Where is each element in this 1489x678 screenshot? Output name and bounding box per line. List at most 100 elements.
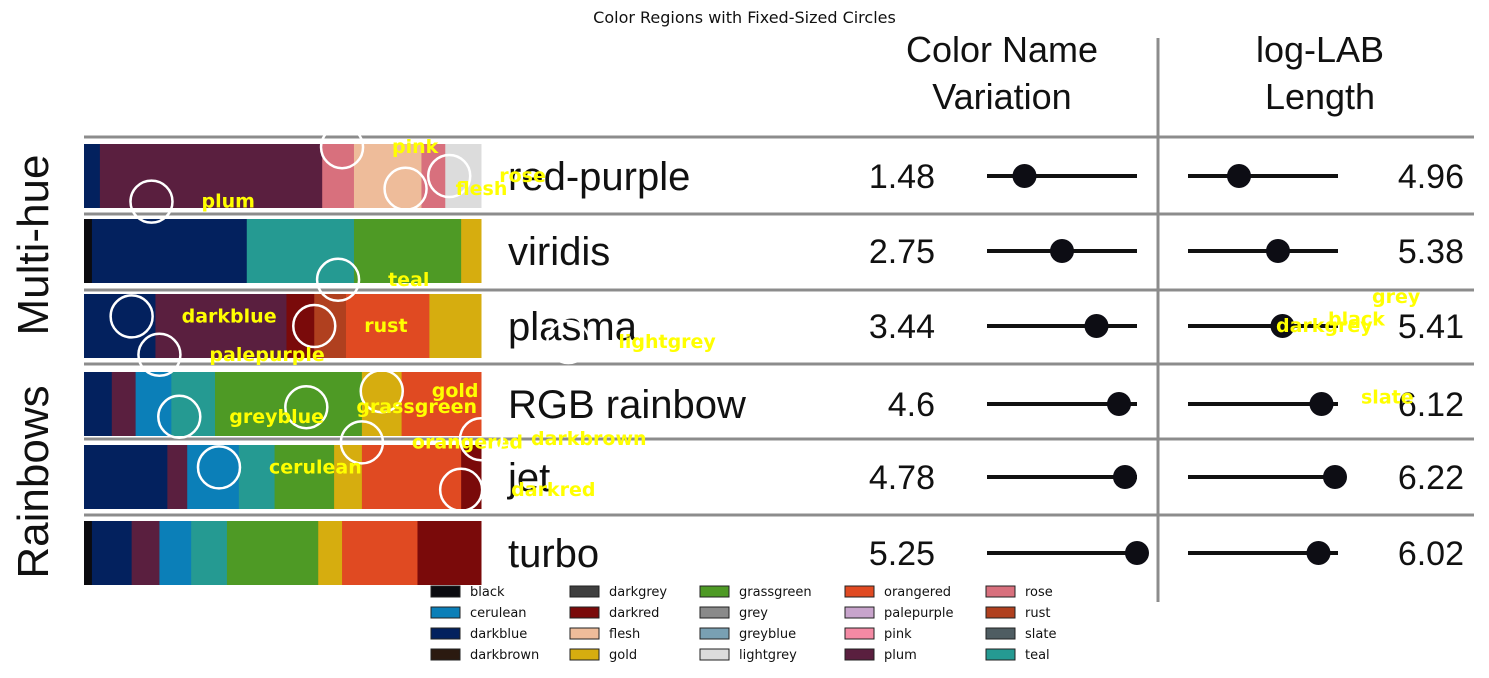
legend-swatch-darkred [569, 606, 600, 619]
color-band-plum [99, 144, 323, 208]
legend-swatch-teal [985, 648, 1016, 661]
region-label: orangered [412, 431, 523, 453]
region-circle [129, 179, 174, 224]
length-header: log-LAB [1256, 29, 1384, 70]
legend-label: grassgreen [739, 585, 812, 600]
color-band-darkblue [91, 521, 133, 585]
chart-title: Color Regions with Fixed-Sized Circles [593, 8, 896, 27]
color-band-gold [461, 219, 482, 283]
color-band-grassgreen [226, 521, 319, 585]
row-name: viridis [508, 230, 610, 274]
region-label: teal [388, 269, 429, 291]
region-circle [359, 368, 404, 414]
legend-swatch-slate [985, 627, 1016, 640]
region-label: darkbrown [531, 428, 647, 450]
color-band-darkblue [84, 372, 113, 436]
legend-swatch-plum [844, 648, 875, 661]
legend-label: grey [739, 606, 768, 621]
color-band-teal [246, 219, 355, 283]
region-label: plum [201, 191, 254, 213]
row-name: plasma [508, 305, 638, 349]
length-dot [1227, 164, 1251, 188]
legend-swatch-darkgrey [569, 585, 600, 598]
region-label: grassgreen [356, 396, 477, 418]
region-label: gold [432, 380, 479, 402]
region-circle [196, 445, 242, 490]
region-circle [109, 294, 154, 339]
region-circle [546, 319, 591, 365]
legend-label: black [470, 585, 505, 600]
color-band-plum [131, 521, 160, 585]
color-band-plum [167, 445, 188, 509]
legend-label: darkgrey [609, 585, 667, 600]
group-label-rainbows: Rainbows [9, 385, 58, 578]
region-label: rose [499, 165, 546, 187]
row-name: red-purple [508, 155, 690, 199]
legend-swatch-grey [699, 606, 730, 619]
region-label: greyblue [229, 406, 324, 428]
color-band-cerulean [135, 372, 172, 436]
length-header: Length [1265, 76, 1375, 117]
color-band-darkred [461, 445, 482, 509]
variation-dot [1125, 541, 1149, 565]
color-band-cerulean [187, 445, 240, 509]
legend-swatch-darkblue [430, 627, 461, 640]
variation-dot [1012, 164, 1037, 188]
region-label: black [1328, 309, 1385, 331]
region-label: cerulean [269, 456, 362, 478]
color-band-gold [361, 372, 403, 436]
region-circle [438, 467, 484, 513]
legend-swatch-flesh [569, 627, 600, 640]
region-label: pink [392, 136, 439, 158]
length-dot [1309, 392, 1334, 416]
legend-label: gold [609, 648, 637, 663]
region-label: grey [1372, 286, 1421, 308]
region-circle [137, 332, 182, 378]
color-band-grassgreen [353, 219, 462, 283]
legend-swatch-palepurple [844, 606, 875, 619]
group-label-multi-hue: Multi-hue [9, 155, 58, 336]
variation-dot [1050, 239, 1074, 263]
legend-swatch-gold [569, 648, 600, 661]
legend-swatch-black [430, 585, 461, 598]
color-band-orangered [342, 521, 418, 585]
region-circle [319, 124, 365, 170]
legend-label: darkred [609, 606, 659, 621]
legend-label: greyblue [739, 627, 796, 642]
length-value: 5.38 [1398, 233, 1464, 271]
legend-swatch-greyblue [699, 627, 730, 640]
color-band-gold [429, 294, 482, 358]
region-label: lightgrey [618, 331, 716, 353]
color-band-darkblue [91, 219, 248, 283]
legend-label: rose [1025, 585, 1053, 600]
color-band-black [84, 521, 93, 585]
legend-label: darkblue [470, 627, 527, 642]
legend-label: slate [1025, 627, 1056, 642]
region-circle [315, 257, 361, 303]
color-band-grassgreen [215, 372, 363, 436]
region-circle [339, 420, 385, 465]
color-band-cerulean [159, 521, 192, 585]
region-circle [284, 384, 329, 430]
variation-dot [1107, 392, 1131, 416]
color-band-gold [334, 445, 363, 509]
legend-swatch-lightgrey [699, 648, 730, 661]
region-circle [458, 416, 504, 462]
variation-dot [1084, 314, 1109, 338]
color-band-black [84, 219, 93, 283]
length-dot [1266, 239, 1290, 263]
legend-swatch-cerulean [430, 606, 461, 619]
length-value: 6.02 [1398, 535, 1464, 573]
region-circle [157, 394, 202, 440]
legend-label: pink [884, 627, 912, 642]
variation-value: 3.44 [869, 308, 935, 346]
region-circle [426, 153, 472, 199]
region-label: slate [1361, 387, 1414, 409]
variation-value: 5.25 [869, 535, 935, 573]
legend-label: flesh [609, 627, 640, 642]
color-band-darkblue [84, 445, 168, 509]
legend-swatch-pink [844, 627, 875, 640]
variation-header: Variation [932, 76, 1071, 117]
color-band-darkblue [84, 144, 101, 208]
